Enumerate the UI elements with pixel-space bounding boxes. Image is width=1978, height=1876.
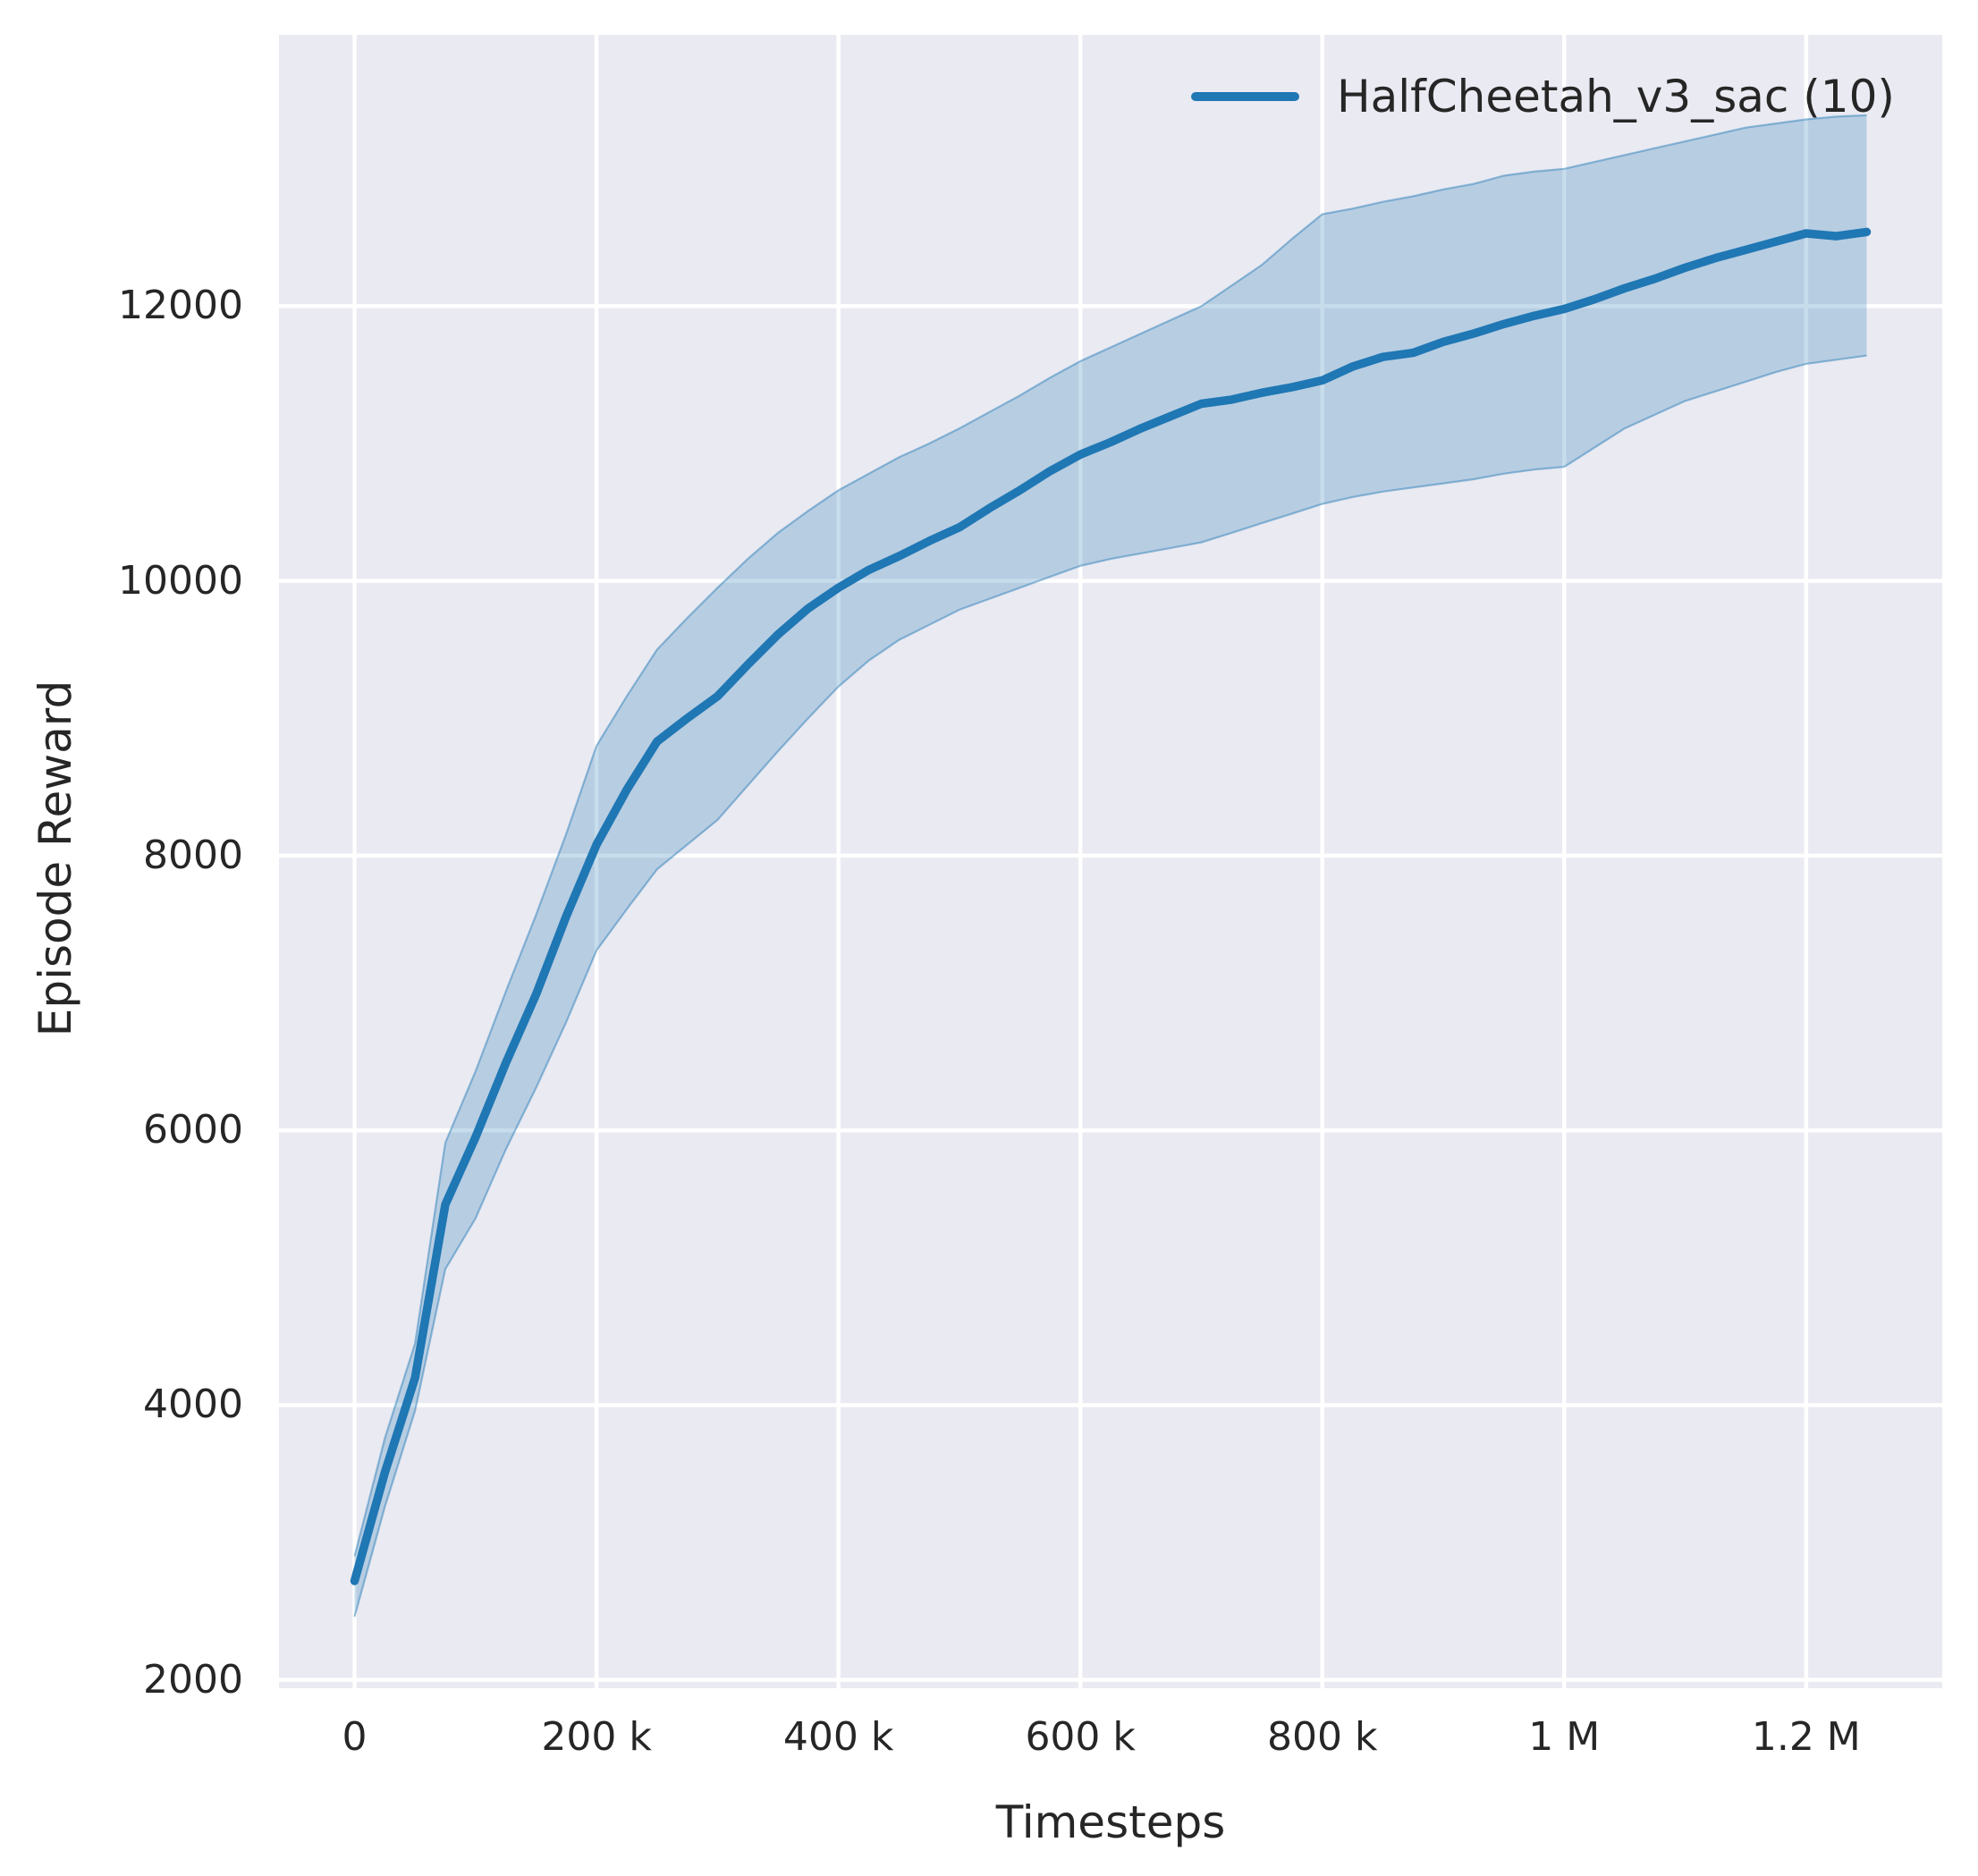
- y-tick-label: 10000: [118, 557, 243, 604]
- band-lower-edge: [353, 354, 1867, 1618]
- x-tick-label: 800 k: [1266, 1714, 1378, 1760]
- legend: HalfCheetah_v3_sac (10): [1191, 72, 1895, 122]
- x-tick-label: 400 k: [782, 1714, 894, 1760]
- x-tick-label: 1 M: [1528, 1714, 1601, 1760]
- y-tick-label: 8000: [143, 832, 243, 878]
- x-tick-label: 0: [342, 1714, 368, 1760]
- confidence-band: [354, 114, 1867, 1617]
- band-upper-edge: [353, 114, 1867, 1557]
- legend-line-marker: [1191, 92, 1299, 101]
- legend-label: HalfCheetah_v3_sac (10): [1337, 71, 1895, 123]
- mean-line: [350, 227, 1872, 1585]
- plot-area: [279, 35, 1942, 1688]
- y-tick-label: 6000: [143, 1107, 243, 1153]
- y-tick-label: 4000: [143, 1382, 243, 1428]
- x-tick-label: 600 k: [1025, 1714, 1136, 1760]
- x-tick-label: 1.2 M: [1751, 1714, 1861, 1760]
- x-axis-label: Timesteps: [995, 1796, 1226, 1848]
- x-tick-label: 200 k: [541, 1714, 652, 1760]
- y-tick-label: 2000: [143, 1656, 243, 1703]
- y-axis-label: Episode Reward: [30, 680, 81, 1037]
- y-tick-label: 12000: [118, 283, 243, 329]
